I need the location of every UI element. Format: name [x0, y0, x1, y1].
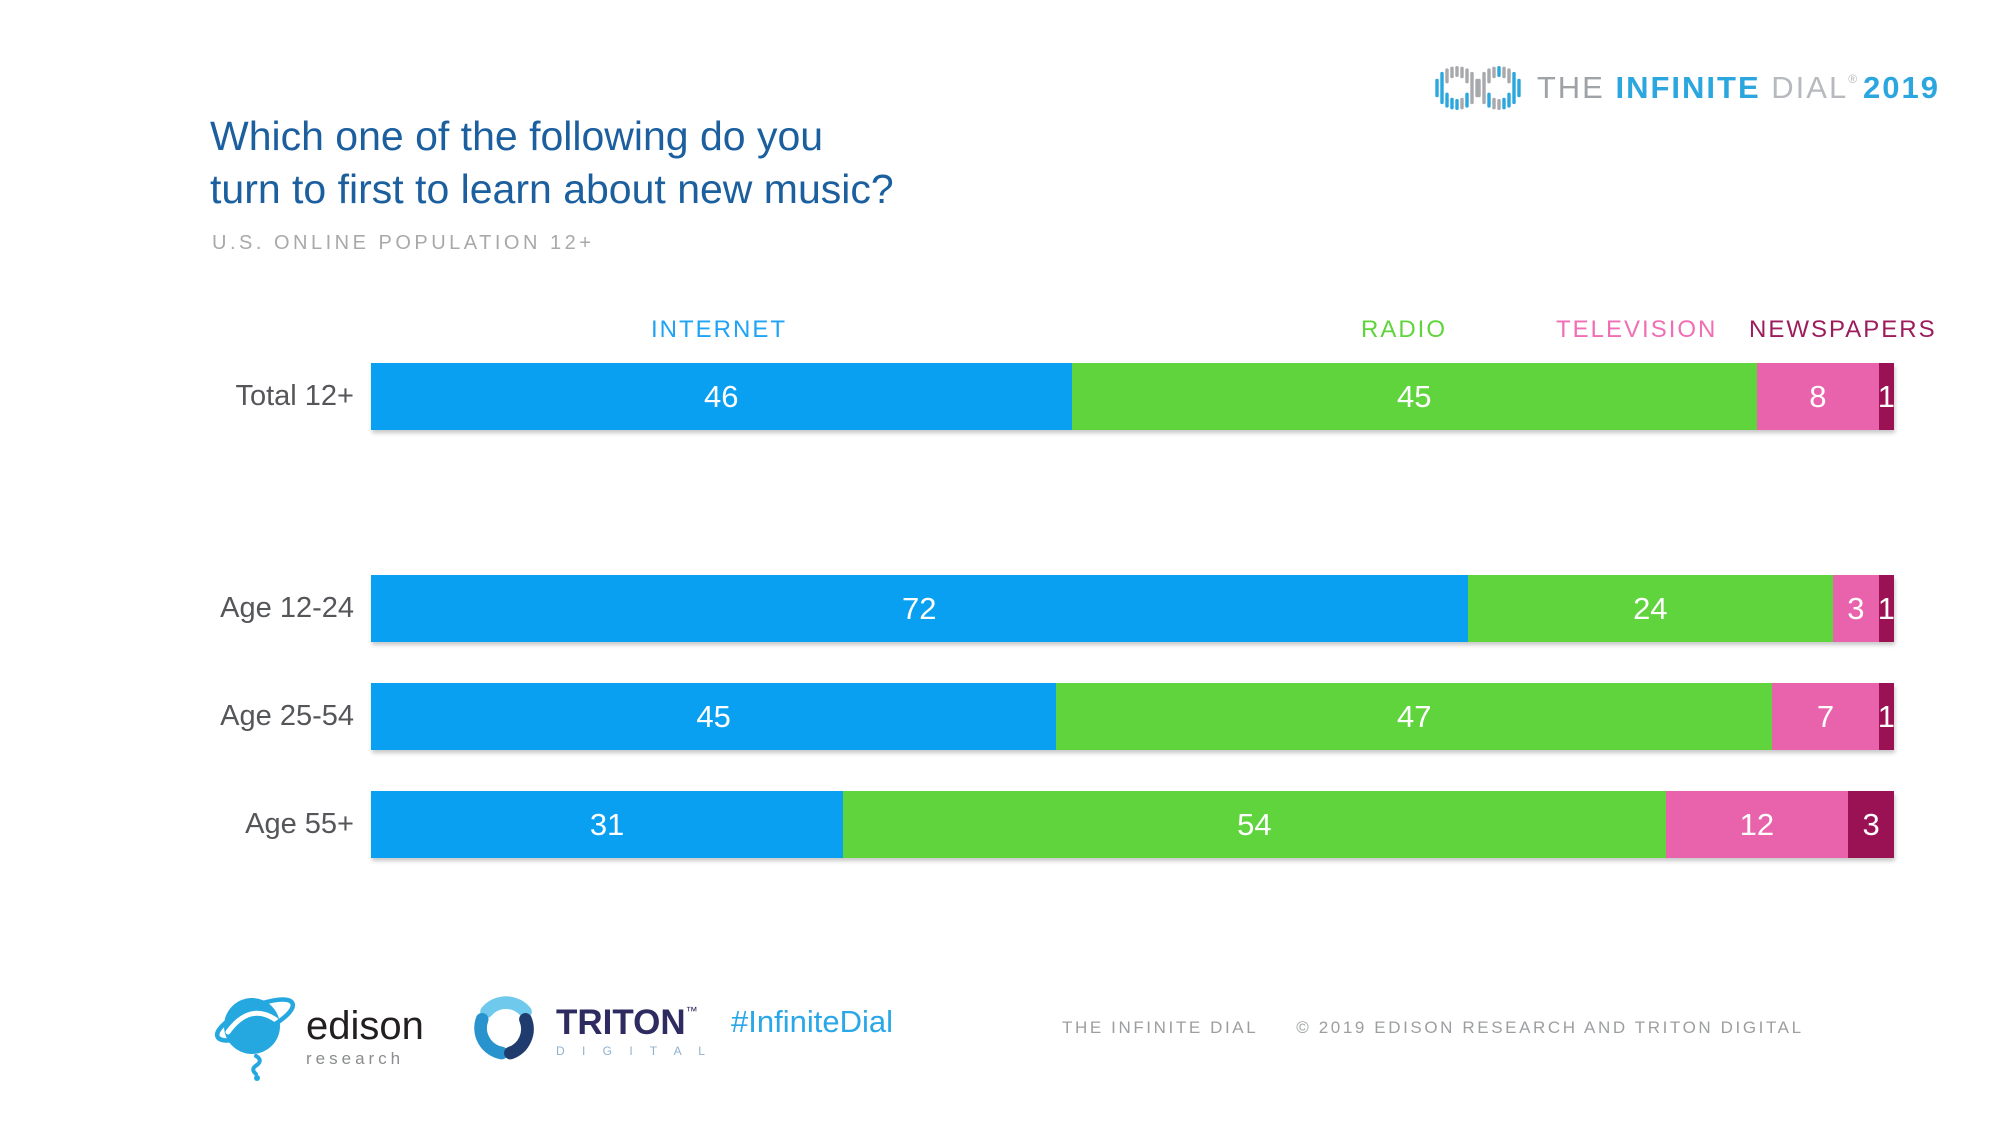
- title-line-1: Which one of the following do you: [210, 113, 824, 159]
- category-label: Age 12-24: [220, 592, 354, 624]
- bar-value-label: 8: [1809, 379, 1827, 414]
- page-title: Which one of the following do you turn t…: [210, 110, 894, 216]
- edison-wordmark: edison research: [306, 1006, 424, 1069]
- bar-value-label: 72: [902, 591, 937, 626]
- bar-value-label: 1: [1877, 379, 1895, 414]
- subtitle: U.S. ONLINE POPULATION 12+: [212, 232, 595, 254]
- bar-segment-internet: 46: [371, 363, 1072, 430]
- brand-year: 2019: [1863, 70, 1940, 105]
- bar-value-label: 46: [704, 379, 739, 414]
- bar-segment-newspapers: 3: [1848, 791, 1894, 858]
- edison-planet-icon: [214, 997, 296, 1081]
- edison-research-logo: edison research: [210, 980, 424, 1084]
- brand-infinite: INFINITE: [1615, 70, 1761, 105]
- hashtag: #InfiniteDial: [731, 1004, 893, 1039]
- legend-television: TELEVISION: [1556, 316, 1718, 343]
- bar-value-label: 7: [1816, 699, 1835, 734]
- infinity-equalizer-icon: [1435, 66, 1521, 110]
- bar-row: Age 55+ 31 54 12 3: [0, 791, 1894, 858]
- bar-value-label: 24: [1633, 591, 1668, 626]
- brand-the: THE: [1536, 70, 1605, 105]
- triton-name: TRITON™: [556, 1002, 698, 1042]
- bar-row: Age 12-24 72 24 3 1: [0, 575, 1895, 642]
- category-label: Total 12+: [235, 380, 354, 412]
- bar-segment-internet: 72: [371, 575, 1468, 642]
- bar-segment-radio: 24: [1467, 575, 1834, 642]
- bar-value-label: 3: [1862, 807, 1880, 842]
- bar-value-label: 1: [1877, 699, 1895, 734]
- bar-row: Total 12+ 46 45 8 1: [0, 363, 1895, 430]
- bar-value-label: 54: [1237, 807, 1272, 842]
- bar-value-label: 1: [1877, 591, 1895, 626]
- bar-segment-internet: 45: [371, 683, 1057, 750]
- bar-segment-television: 12: [1665, 791, 1849, 858]
- legend-newspapers: NEWSPAPERS: [1749, 316, 1937, 343]
- edison-sub: research: [306, 1048, 405, 1068]
- triton-wordmark: TRITON™ D I G I T A L: [556, 1005, 712, 1058]
- legend-internet: INTERNET: [651, 316, 787, 343]
- triton-sub: D I G I T A L: [556, 1043, 712, 1058]
- category-label: Age 55+: [245, 808, 354, 840]
- category-label: Age 25-54: [220, 700, 354, 732]
- bar-value-label: 31: [589, 807, 625, 842]
- bar-value-label: 12: [1739, 807, 1775, 842]
- bar-row: Age 25-54 45 47 7 1: [0, 683, 1895, 750]
- bar-segment-television: 8: [1756, 363, 1879, 430]
- bar-track: 46 45 8 1: [371, 363, 1895, 430]
- bar-segment-internet: 31: [371, 791, 844, 858]
- triton-digital-logo: TRITON™ D I G I T A L: [462, 985, 712, 1073]
- triton-mark-icon: [474, 996, 534, 1060]
- bar-track: 72 24 3 1: [371, 575, 1895, 642]
- bar-segment-radio: 47: [1056, 683, 1773, 750]
- registered-mark: ®: [1848, 72, 1860, 86]
- bar-track: 31 54 12 3: [371, 791, 1894, 858]
- copyright-brand: THE INFINITE DIAL: [1062, 1018, 1259, 1037]
- bar-segment-newspapers: 1: [1877, 683, 1895, 750]
- trademark-mark: ™: [685, 1003, 698, 1018]
- bar-value-label: 45: [696, 699, 731, 734]
- bar-chart: Total 12+ 46 45 8 1 Age 12-24 72 24 3 1 Age 25-54 4…: [0, 363, 1895, 858]
- bar-segment-newspapers: 1: [1877, 575, 1895, 642]
- bar-segment-radio: 45: [1071, 363, 1757, 430]
- bar-segment-television: 3: [1833, 575, 1879, 642]
- infinite-dial-wordmark: THE INFINITE DIAL ® 2019: [1537, 70, 1940, 106]
- bar-segment-radio: 54: [843, 791, 1666, 858]
- bar-value-label: 3: [1847, 591, 1865, 626]
- bar-segment-newspapers: 1: [1877, 363, 1895, 430]
- bar-value-label: 47: [1397, 699, 1432, 734]
- copyright-text: © 2019 EDISON RESEARCH AND TRITON DIGITA…: [1296, 1018, 1804, 1037]
- brand-dial: DIAL: [1771, 70, 1849, 105]
- edison-name: edison: [306, 1003, 424, 1048]
- bar-chart-rows: Total 12+ 46 45 8 1 Age 12-24 72 24 3 1 Age 25-54 4…: [0, 363, 1895, 858]
- copyright-line: THE INFINITE DIAL © 2019 EDISON RESEARCH…: [1062, 1018, 1804, 1038]
- bar-value-label: 45: [1397, 379, 1432, 414]
- bar-segment-television: 7: [1772, 683, 1879, 750]
- bar-track: 45 47 7 1: [371, 683, 1895, 750]
- infinite-dial-logo: THE INFINITE DIAL ® 2019: [1435, 62, 1940, 114]
- legend-radio: RADIO: [1361, 316, 1448, 343]
- title-line-2: turn to first to learn about new music?: [210, 166, 894, 212]
- legend: INTERNET RADIO TELEVISION NEWSPAPERS: [0, 316, 2002, 348]
